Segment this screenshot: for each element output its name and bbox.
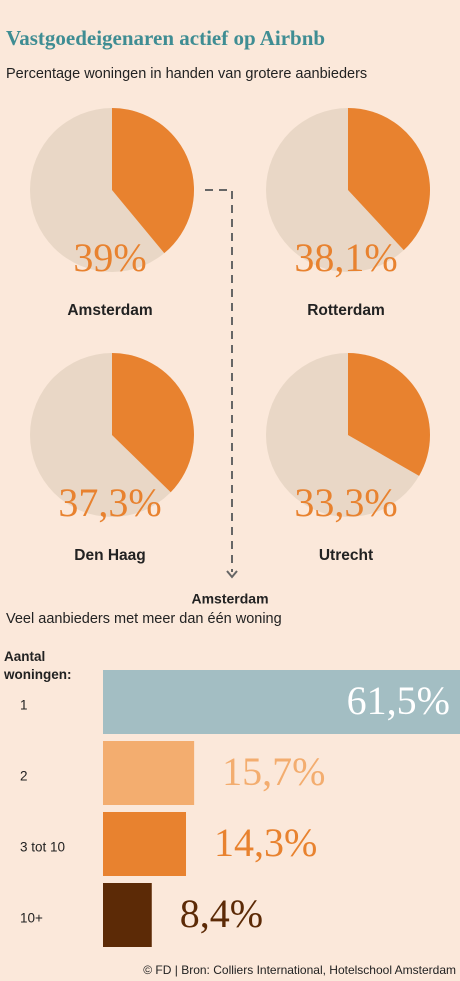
pie-title: Amsterdam (67, 302, 152, 319)
pie-title: Den Haag (74, 547, 146, 564)
chart-subtitle: Veel aanbieders met meer dan één woning (6, 611, 282, 627)
pie-slice (348, 353, 430, 476)
subtitle: Percentage woningen in handen van groter… (6, 66, 368, 82)
y-tick-label: 1 (20, 698, 28, 713)
value-label: 39% (73, 235, 146, 280)
value-label: 38,1% (294, 235, 397, 280)
chart-title: Amsterdam (191, 591, 268, 607)
bar (103, 812, 187, 876)
pie-title: Rotterdam (307, 302, 385, 319)
pie-slice (112, 353, 194, 493)
bar (103, 741, 195, 805)
title: Vastgoedeigenaren actief op Airbnb (6, 26, 326, 50)
value-label: 61,5% (347, 678, 450, 723)
y-tick-label: 3 tot 10 (20, 840, 65, 855)
connector (205, 189, 233, 572)
bar (103, 883, 152, 947)
y-tick-label: 2 (20, 769, 28, 784)
arrow-head (226, 570, 238, 579)
axis-label: Aantal woningen: (4, 649, 72, 682)
pie-slice (112, 108, 194, 254)
pie-slice (348, 108, 430, 251)
value-label: 33,3% (294, 480, 397, 525)
source: © FD | Bron: Colliers International, Hot… (143, 963, 456, 977)
value-label: 15,7% (222, 749, 325, 794)
value-label: 14,3% (214, 820, 317, 865)
bar (103, 670, 460, 734)
value-label: 8,4% (180, 891, 263, 936)
pie-title: Utrecht (319, 547, 373, 564)
value-label: 37,3% (58, 480, 161, 525)
y-tick-label: 10+ (20, 911, 43, 926)
